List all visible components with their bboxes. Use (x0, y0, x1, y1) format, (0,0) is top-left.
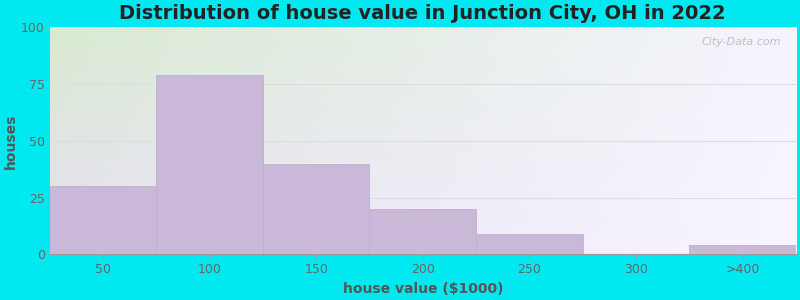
X-axis label: house value ($1000): house value ($1000) (342, 282, 503, 296)
Text: City-Data.com: City-Data.com (702, 37, 781, 46)
Bar (50, 186, 156, 254)
Bar (156, 75, 263, 254)
Bar (263, 164, 370, 254)
Bar (690, 245, 796, 254)
Y-axis label: houses: houses (4, 113, 18, 169)
Bar (476, 234, 582, 254)
Bar (370, 209, 476, 254)
Title: Distribution of house value in Junction City, OH in 2022: Distribution of house value in Junction … (119, 4, 726, 23)
